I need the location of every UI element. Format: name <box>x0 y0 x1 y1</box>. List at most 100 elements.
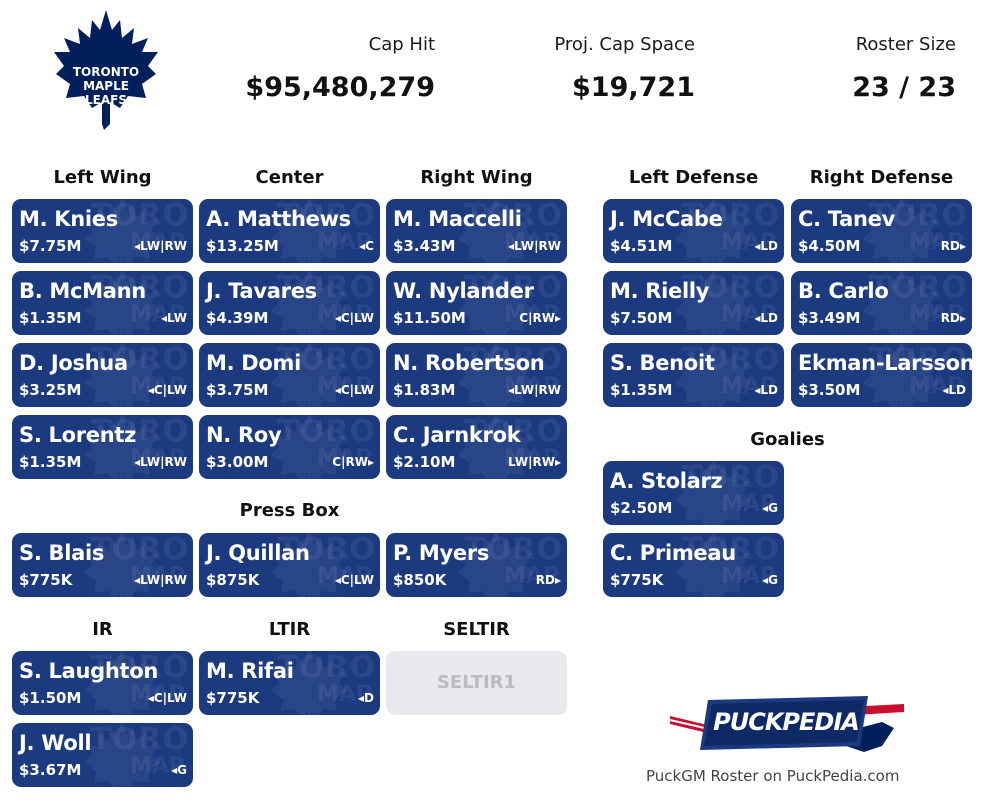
section-ltir: LTIR <box>268 619 311 640</box>
player-position: ◂LD <box>942 383 966 397</box>
card-watermark-2: MAP <box>908 230 964 255</box>
player-card[interactable]: TORO MAP A. Stolarz $2.50M ◂G <box>603 461 784 525</box>
card-watermark-2: MAP <box>908 374 964 399</box>
cap-space-label: Proj. Cap Space <box>554 34 695 55</box>
player-position: ◂LW|RW <box>134 239 187 253</box>
player-card[interactable]: TORO MAP N. Robertson $1.83M ◂LW|RW <box>386 343 567 407</box>
section-center: Center <box>255 167 324 188</box>
card-watermark: TORO <box>681 271 780 305</box>
player-card[interactable]: TORO MAP S. Benoit $1.35M ◂LD <box>603 343 784 407</box>
player-cap-hit: $1.83M <box>393 381 456 399</box>
maple-leaf-watermark-icon <box>84 651 160 715</box>
player-name: S. Lorentz <box>19 423 137 447</box>
maple-leaf-watermark-icon <box>84 343 160 407</box>
player-cap-hit: $4.50M <box>798 237 861 255</box>
card-watermark-2: MAP <box>503 446 559 471</box>
card-watermark-2: MAP <box>316 564 372 589</box>
card-watermark: TORO <box>869 271 968 305</box>
player-card[interactable]: TORO MAP B. Carlo $3.49M RD▸ <box>791 271 972 335</box>
player-name: A. Stolarz <box>610 469 723 493</box>
player-position: ◂C|LW <box>147 383 187 397</box>
player-cap-hit: $1.50M <box>19 689 82 707</box>
card-watermark: TORO <box>277 533 376 567</box>
player-name: B. Carlo <box>798 279 889 303</box>
player-cap-hit: $7.75M <box>19 237 82 255</box>
card-watermark-2: MAP <box>129 374 185 399</box>
player-card[interactable]: TORO MAP B. McMann $1.35M ◂LW <box>12 271 193 335</box>
player-card[interactable]: TORO MAP M. Rifai $775K ◂D <box>199 651 380 715</box>
player-card[interactable]: TORO MAP P. Myers $850K RD▸ <box>386 533 567 597</box>
player-position: C|RW▸ <box>332 455 374 469</box>
player-cap-hit: $850K <box>393 571 447 589</box>
maple-leaf-watermark-icon <box>458 199 534 263</box>
player-cap-hit: $775K <box>19 571 73 589</box>
card-watermark-2: MAP <box>129 682 185 707</box>
player-name: C. Tanev <box>798 207 895 231</box>
maple-leaf-watermark-icon <box>84 723 160 787</box>
player-cap-hit: $3.25M <box>19 381 82 399</box>
card-watermark-2: MAP <box>316 446 372 471</box>
maple-leaf-watermark-icon <box>675 533 751 597</box>
player-name: N. Robertson <box>393 351 545 375</box>
section-press-box: Press Box <box>239 500 340 521</box>
cap-hit-label: Cap Hit <box>368 34 435 55</box>
maple-leaf-watermark-icon <box>271 415 347 479</box>
player-card[interactable]: TORO MAP J. Quillan $875K ◂C|LW <box>199 533 380 597</box>
player-cap-hit: $4.39M <box>206 309 269 327</box>
player-position: ◂C <box>359 239 374 253</box>
player-card[interactable]: TORO MAP M. Domi $3.75M ◂C|LW <box>199 343 380 407</box>
section-left-wing: Left Wing <box>53 167 152 188</box>
player-cap-hit: $1.35M <box>610 381 673 399</box>
player-card[interactable]: TORO MAP J. McCabe $4.51M ◂LD <box>603 199 784 263</box>
section-goalies: Goalies <box>750 429 825 450</box>
player-position: RD▸ <box>940 239 966 253</box>
player-card[interactable]: TORO MAP Ekman-Larsson $3.50M ◂LD <box>791 343 972 407</box>
player-cap-hit: $875K <box>206 571 260 589</box>
card-watermark-2: MAP <box>503 564 559 589</box>
card-watermark-2: MAP <box>720 230 776 255</box>
player-name: S. Benoit <box>610 351 715 375</box>
player-card[interactable]: TORO MAP S. Lorentz $1.35M ◂LW|RW <box>12 415 193 479</box>
player-position: ◂LW|RW <box>508 239 561 253</box>
card-watermark-2: MAP <box>316 302 372 327</box>
card-watermark: TORO <box>681 343 780 377</box>
maple-leaf-watermark-icon <box>271 199 347 263</box>
player-card[interactable]: TORO MAP J. Woll $3.67M ◂G <box>12 723 193 787</box>
player-name: M. Knies <box>19 207 118 231</box>
player-card[interactable]: TORO MAP C. Jarnkrok $2.10M LW|RW▸ <box>386 415 567 479</box>
player-card[interactable]: TORO MAP D. Joshua $3.25M ◂C|LW <box>12 343 193 407</box>
player-card[interactable]: TORO MAP M. Knies $7.75M ◂LW|RW <box>12 199 193 263</box>
card-watermark: TORO <box>277 415 376 449</box>
maple-leaf-watermark-icon <box>675 271 751 335</box>
maple-leaf-watermark-icon <box>863 199 939 263</box>
player-cap-hit: $7.50M <box>610 309 673 327</box>
player-cap-hit: $2.10M <box>393 453 456 471</box>
player-card[interactable]: TORO MAP M. Maccelli $3.43M ◂LW|RW <box>386 199 567 263</box>
seltir-empty-slot[interactable]: SELTIR1 <box>386 651 567 715</box>
maple-leaf-watermark-icon <box>84 533 160 597</box>
maple-leaf-watermark-icon <box>458 415 534 479</box>
player-name: M. Maccelli <box>393 207 522 231</box>
maple-leaf-watermark-icon <box>675 343 751 407</box>
player-card[interactable]: TORO MAP S. Blais $775K ◂LW|RW <box>12 533 193 597</box>
maple-leaf-watermark-icon <box>84 271 160 335</box>
player-card[interactable]: TORO MAP A. Matthews $13.25M ◂C <box>199 199 380 263</box>
maple-leaf-watermark-icon <box>84 415 160 479</box>
player-card[interactable]: TORO MAP M. Rielly $7.50M ◂LD <box>603 271 784 335</box>
player-name: B. McMann <box>19 279 146 303</box>
maple-leaf-watermark-icon <box>271 343 347 407</box>
player-card[interactable]: TORO MAP N. Roy $3.00M C|RW▸ <box>199 415 380 479</box>
player-card[interactable]: TORO MAP C. Tanev $4.50M RD▸ <box>791 199 972 263</box>
player-card[interactable]: TORO MAP W. Nylander $11.50M C|RW▸ <box>386 271 567 335</box>
player-position: ◂G <box>762 501 778 515</box>
maple-leaf-watermark-icon <box>271 271 347 335</box>
player-card[interactable]: TORO MAP C. Primeau $775K ◂G <box>603 533 784 597</box>
player-cap-hit: $3.49M <box>798 309 861 327</box>
player-card[interactable]: TORO MAP S. Laughton $1.50M ◂C|LW <box>12 651 193 715</box>
roster-size-value: 23 / 23 <box>852 72 956 103</box>
logo-text-3: LEAFS <box>85 93 127 107</box>
footer-caption[interactable]: PuckGM Roster on PuckPedia.com <box>646 767 900 785</box>
player-position: ◂C|LW <box>147 691 187 705</box>
player-card[interactable]: TORO MAP J. Tavares $4.39M ◂C|LW <box>199 271 380 335</box>
card-watermark-2: MAP <box>129 230 185 255</box>
